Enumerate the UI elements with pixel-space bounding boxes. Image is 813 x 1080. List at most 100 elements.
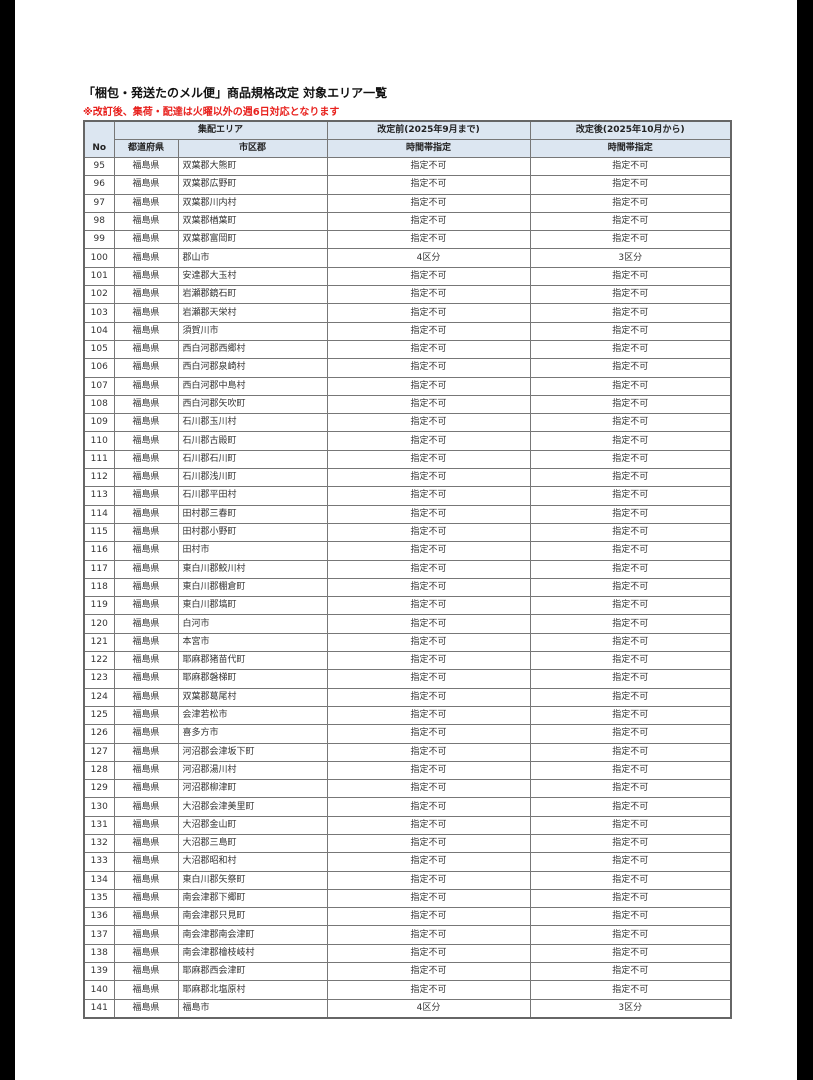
header-before-sub: 時間帯指定 (326, 139, 531, 158)
row-city: 須賀川市 (177, 321, 328, 341)
table-row: 117 福島県 東白川郡鮫川村 指定不可 指定不可 (83, 559, 732, 579)
row-prefecture: 福島県 (113, 504, 179, 524)
row-no: 109 (83, 413, 115, 433)
row-before: 指定不可 (326, 779, 531, 799)
table-row: 128 福島県 河沼郡湯川村 指定不可 指定不可 (83, 760, 732, 781)
row-after: 指定不可 (529, 193, 732, 213)
row-after: 指定不可 (529, 358, 732, 378)
table-row: 105 福島県 西白河郡西郷村 指定不可 指定不可 (83, 339, 732, 360)
row-prefecture: 福島県 (113, 175, 179, 195)
row-before: 指定不可 (326, 230, 531, 250)
row-after: 指定不可 (529, 559, 732, 579)
row-no: 108 (83, 394, 115, 415)
row-prefecture: 福島県 (113, 742, 179, 762)
row-after: 指定不可 (529, 651, 732, 671)
row-before: 指定不可 (326, 175, 531, 195)
table-row: 122 福島県 耶麻郡猪苗代町 指定不可 指定不可 (83, 651, 732, 671)
row-no: 111 (83, 449, 115, 470)
row-before: 指定不可 (326, 266, 531, 287)
table-row: 139 福島県 耶麻郡西会津町 指定不可 指定不可 (83, 962, 732, 982)
row-no: 131 (83, 815, 115, 835)
row-prefecture: 福島県 (113, 522, 179, 543)
row-before: 指定不可 (326, 852, 531, 872)
row-after: 指定不可 (529, 522, 732, 543)
header-after-sub: 時間帯指定 (529, 139, 732, 158)
table-row: 130 福島県 大沼郡会津美里町 指定不可 指定不可 (83, 797, 732, 817)
table-row: 107 福島県 西白河郡中島村 指定不可 指定不可 (83, 376, 732, 396)
row-no: 125 (83, 705, 115, 726)
row-prefecture: 福島県 (113, 559, 179, 579)
row-no: 126 (83, 724, 115, 744)
row-after: 指定不可 (529, 797, 732, 817)
table-row: 127 福島県 河沼郡会津坂下町 指定不可 指定不可 (83, 742, 732, 762)
row-city: 大沼郡昭和村 (177, 852, 328, 872)
table-row: 125 福島県 会津若松市 指定不可 指定不可 (83, 705, 732, 726)
row-prefecture: 福島県 (113, 980, 179, 1000)
row-no: 104 (83, 321, 115, 341)
row-prefecture: 福島県 (113, 687, 179, 707)
table-row: 126 福島県 喜多方市 指定不可 指定不可 (83, 724, 732, 744)
row-prefecture: 福島県 (113, 285, 179, 305)
row-no: 117 (83, 559, 115, 579)
table-row: 129 福島県 河沼郡柳津町 指定不可 指定不可 (83, 779, 732, 799)
header-after-group: 改定後(2025年10月から) (529, 120, 732, 140)
row-before: 指定不可 (326, 358, 531, 378)
table-row: 123 福島県 耶麻郡磐梯町 指定不可 指定不可 (83, 669, 732, 689)
row-city: 田村郡三春町 (177, 504, 328, 524)
row-prefecture: 福島県 (113, 925, 179, 945)
row-prefecture: 福島県 (113, 413, 179, 433)
row-before: 指定不可 (326, 541, 531, 561)
row-before: 指定不可 (326, 413, 531, 433)
row-after: 指定不可 (529, 449, 732, 470)
row-city: 耶麻郡北塩原村 (177, 980, 328, 1000)
row-before: 指定不可 (326, 760, 531, 781)
table-row: 102 福島県 岩瀬郡鏡石町 指定不可 指定不可 (83, 285, 732, 305)
row-prefecture: 福島県 (113, 230, 179, 250)
table-row: 138 福島県 南会津郡檜枝岐村 指定不可 指定不可 (83, 943, 732, 964)
row-after: 指定不可 (529, 943, 732, 964)
table-row: 134 福島県 東白川郡矢祭町 指定不可 指定不可 (83, 870, 732, 890)
row-before: 4区分 (326, 998, 531, 1019)
row-prefecture: 福島県 (113, 577, 179, 598)
row-after: 指定不可 (529, 614, 732, 634)
row-city: 田村市 (177, 541, 328, 561)
row-before: 指定不可 (326, 156, 531, 177)
row-after: 指定不可 (529, 285, 732, 305)
row-city: 河沼郡湯川村 (177, 760, 328, 781)
row-no: 139 (83, 962, 115, 982)
row-no: 106 (83, 358, 115, 378)
row-city: 双葉郡富岡町 (177, 230, 328, 250)
row-prefecture: 福島県 (113, 870, 179, 890)
row-before: 指定不可 (326, 833, 531, 854)
row-no: 127 (83, 742, 115, 762)
row-city: 田村郡小野町 (177, 522, 328, 543)
row-after: 指定不可 (529, 486, 732, 506)
row-no: 101 (83, 266, 115, 287)
row-before: 指定不可 (326, 925, 531, 945)
row-city: 双葉郡楢葉町 (177, 211, 328, 232)
row-before: 指定不可 (326, 815, 531, 835)
row-after: 指定不可 (529, 303, 732, 323)
row-prefecture: 福島県 (113, 669, 179, 689)
row-after: 指定不可 (529, 504, 732, 524)
table-row: 113 福島県 石川郡平田村 指定不可 指定不可 (83, 486, 732, 506)
row-before: 指定不可 (326, 376, 531, 396)
table-row: 124 福島県 双葉郡葛尾村 指定不可 指定不可 (83, 687, 732, 707)
header-city: 市区郡 (177, 139, 328, 158)
row-after: 指定不可 (529, 376, 732, 396)
header-no: No (83, 120, 115, 158)
row-prefecture: 福島県 (113, 724, 179, 744)
table-row: 96 福島県 双葉郡広野町 指定不可 指定不可 (83, 175, 732, 195)
row-before: 指定不可 (326, 285, 531, 305)
table-row: 114 福島県 田村郡三春町 指定不可 指定不可 (83, 504, 732, 524)
row-before: 指定不可 (326, 632, 531, 653)
row-before: 指定不可 (326, 943, 531, 964)
row-prefecture: 福島県 (113, 852, 179, 872)
row-prefecture: 福島県 (113, 541, 179, 561)
row-city: 南会津郡下郷町 (177, 888, 328, 909)
row-prefecture: 福島県 (113, 797, 179, 817)
row-after: 指定不可 (529, 175, 732, 195)
table-row: 131 福島県 大沼郡金山町 指定不可 指定不可 (83, 815, 732, 835)
row-city: 南会津郡只見町 (177, 907, 328, 927)
row-before: 指定不可 (326, 193, 531, 213)
